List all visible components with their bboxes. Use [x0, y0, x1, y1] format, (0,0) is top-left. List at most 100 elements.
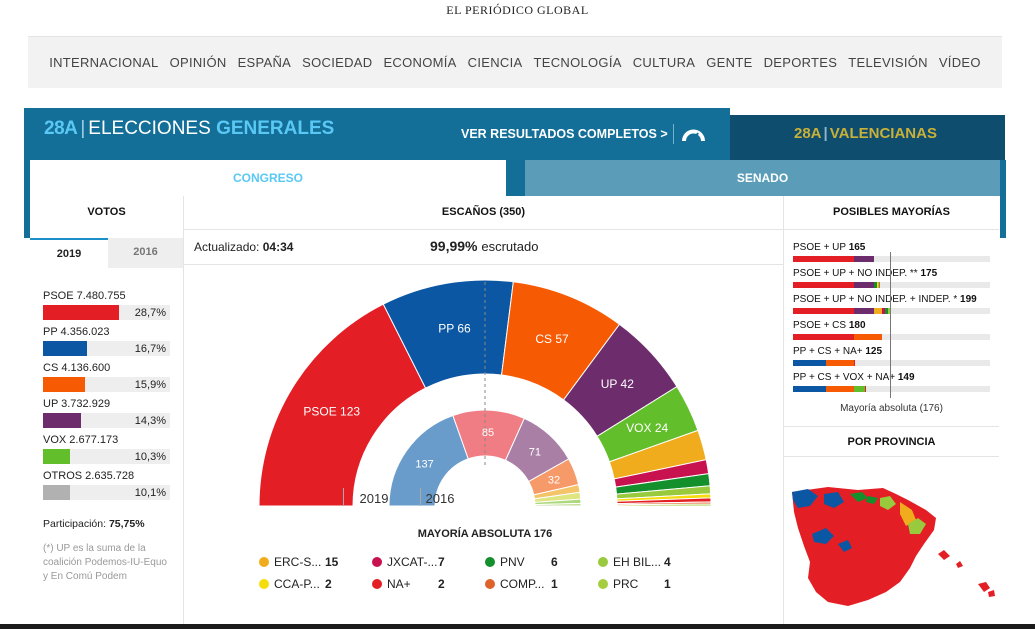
mayoria-bar-segment: [793, 360, 826, 366]
vote-bar: [43, 305, 119, 320]
nav-item-tecnología[interactable]: TECNOLOGÍA: [533, 55, 622, 70]
ver-resultados-link[interactable]: VER RESULTADOS COMPLETOS >: [461, 127, 668, 141]
nav-item-sociedad[interactable]: SOCIEDAD: [302, 55, 373, 70]
legend-party: JXCAT-...: [387, 555, 438, 569]
seat-label: 85: [482, 427, 494, 439]
year-label-2016: 2016: [426, 491, 455, 506]
legend-seats: 15: [325, 555, 339, 569]
legend-party: NA+: [387, 577, 411, 591]
vote-party-label: PSOE 7.480.755: [43, 290, 126, 302]
legend-party: COMP...: [500, 577, 545, 591]
nav-item-cultura[interactable]: CULTURA: [632, 55, 696, 70]
actualizado-label: Actualizado:: [194, 240, 260, 254]
legend-seats: 2: [325, 577, 332, 591]
spain-province-map[interactable]: [788, 484, 998, 614]
seats-2016-ring: [388, 409, 582, 507]
mayoria-bar-segment: [877, 282, 879, 288]
valencianas-label: VALENCIANAS: [829, 125, 937, 142]
provincia-header: POR PROVINCIA: [847, 436, 936, 448]
seat-label: CS 57: [535, 332, 569, 346]
hemicycle-chart: 2019 2016 PSOE 123 PP 66 CS 57 UP 42 VOX 24 1…: [258, 279, 712, 507]
participacion: Participación: 75,75%: [43, 518, 145, 530]
legend-item: PNV: [485, 555, 525, 569]
legend-dot-icon: [485, 579, 495, 589]
divider: [184, 264, 783, 265]
combo-total: 125: [865, 346, 883, 357]
nav-item-españa[interactable]: ESPAÑA: [237, 55, 292, 70]
mayoria-bar-segment: [865, 386, 867, 392]
nav-item-ciencia[interactable]: CIENCIA: [467, 55, 523, 70]
nav-item-deportes[interactable]: DEPORTES: [763, 55, 838, 70]
vote-bar-fill: [43, 413, 81, 428]
gauge-icon[interactable]: [673, 124, 711, 144]
vote-bar: [43, 377, 119, 392]
vote-percentage: 14,3%: [134, 415, 166, 427]
legend-party: EH BIL...: [613, 555, 662, 569]
escrutado-value: 99,99%: [430, 238, 478, 254]
vote-bar-track: [119, 449, 170, 464]
seat-segment[interactable]: [534, 502, 582, 507]
tab-senado[interactable]: SENADO: [525, 160, 1000, 196]
seat-label: PSOE 123: [303, 405, 360, 419]
mayoria-combo-label: PSOE + UP + NO INDEP. ** 175: [793, 268, 937, 279]
legend-dot-icon: [259, 579, 269, 589]
tab-year-2016[interactable]: 2016: [108, 238, 183, 268]
divider: [184, 229, 783, 230]
section-nav: INTERNACIONAL OPINIÓN ESPAÑA SOCIEDAD ECONOM…: [28, 36, 1002, 88]
nav-item-televisión[interactable]: TELEVISIÓN: [848, 55, 928, 70]
mayoria-bar: [793, 360, 990, 366]
vote-party-label: UP 3.732.929: [43, 398, 111, 410]
seat-label: 71: [529, 446, 541, 458]
mayoria-bar: [793, 334, 990, 340]
vote-percentage: 10,3%: [134, 451, 166, 463]
combo-total: 165: [848, 242, 866, 253]
nav-item-vídeo[interactable]: VÍDEO: [938, 55, 981, 70]
legend-dot-icon: [259, 557, 269, 567]
legend-item: ERC-S...: [259, 555, 321, 569]
escrutado-label: escrutado: [481, 239, 539, 254]
nav-item-internacional[interactable]: INTERNACIONAL: [49, 55, 159, 70]
legend-party: PRC: [613, 577, 639, 591]
masthead[interactable]: EL PERIÓDICO GLOBAL: [446, 3, 589, 17]
legend-item: CCA-P...: [259, 577, 320, 591]
tab-congreso[interactable]: CONGRESO: [30, 160, 506, 196]
divider: [784, 229, 999, 230]
vote-percentage: 28,7%: [134, 307, 166, 319]
mayoria-bar-segment: [793, 282, 854, 288]
legend-party: CCA-P...: [274, 577, 320, 591]
tab-year-2019[interactable]: 2019: [30, 238, 108, 268]
mayoria-bar-segment: [825, 386, 854, 392]
valencianas-banner[interactable]: [730, 115, 1005, 160]
vote-bar-track: [119, 413, 170, 428]
legend-seats: 1: [551, 577, 558, 591]
seat-label: UP 42: [601, 377, 634, 391]
footnote: (*) UP es la suma de la coalición Podemo…: [43, 543, 167, 582]
title-bold: GENERALES: [216, 118, 335, 139]
vote-bar-fill: [43, 377, 86, 392]
banner-title: 28A | ELECCIONES GENERALES: [44, 118, 335, 139]
mayoria-bar-segment: [793, 386, 826, 392]
vote-bar-track: [119, 377, 170, 392]
mayoria-bar: [793, 282, 990, 288]
mayoria-bar: [793, 386, 990, 392]
mayoria-bar-segment: [793, 308, 854, 314]
actualizado: Actualizado: 04:34: [194, 240, 293, 254]
divider: [784, 426, 999, 427]
nav-item-opinión[interactable]: OPINIÓN: [169, 55, 227, 70]
vote-bar: [43, 341, 119, 356]
seat-label: 32: [548, 474, 560, 486]
nav-item-economía[interactable]: ECONOMÍA: [383, 55, 457, 70]
divider: [783, 196, 784, 629]
legend-dot-icon: [372, 557, 382, 567]
seat-segment[interactable]: [616, 503, 712, 507]
valencianas-link[interactable]: 28A | VALENCIANAS: [794, 125, 937, 142]
vote-bar-fill: [43, 341, 88, 356]
legend-item: PRC: [598, 577, 638, 591]
combo-parties: PSOE + UP + NO INDEP. **: [793, 268, 921, 279]
legend-seats: 4: [664, 555, 671, 569]
vote-party-label: PP 4.356.023: [43, 326, 110, 338]
logo-28a-valencianas: 28A: [794, 125, 822, 142]
legend-seats: 1: [664, 577, 671, 591]
seat-label: 137: [415, 458, 433, 470]
nav-item-gente[interactable]: GENTE: [706, 55, 753, 70]
